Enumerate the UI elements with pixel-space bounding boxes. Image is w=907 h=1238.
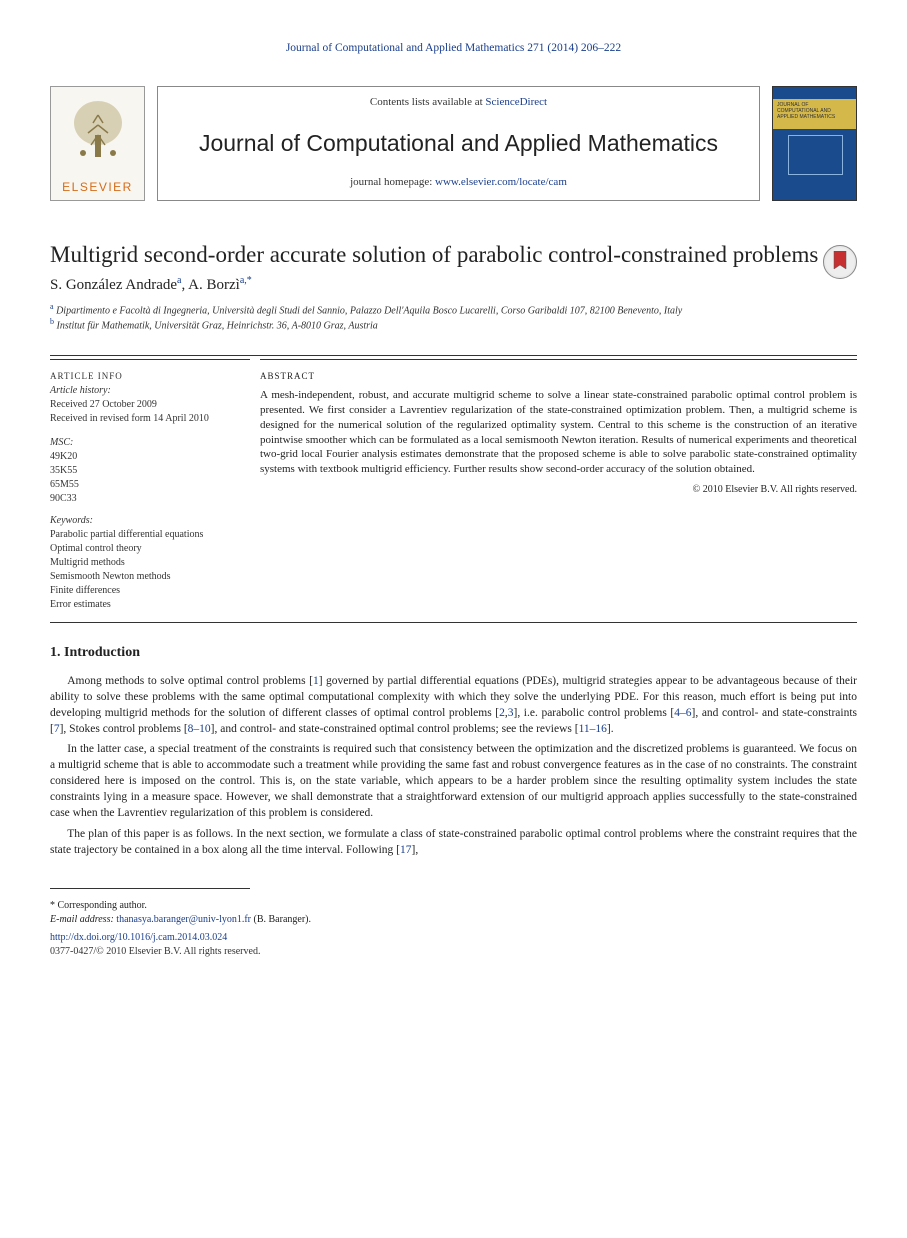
section-1-body: Among methods to solve optimal control p… — [50, 673, 857, 858]
author-2: , A. Borzì — [182, 277, 240, 293]
abstract-heading: ABSTRACT — [260, 370, 857, 383]
corresponding-author: * Corresponding author. E-mail address: … — [50, 899, 857, 927]
history-label: Article history: — [50, 384, 240, 398]
abstract-copyright: © 2010 Elsevier B.V. All rights reserved… — [260, 483, 857, 497]
abstract-text: A mesh-independent, robust, and accurate… — [260, 388, 857, 477]
journal-header-box: Contents lists available at ScienceDirec… — [157, 86, 760, 201]
contents-line: Contents lists available at ScienceDirec… — [178, 95, 739, 110]
affiliation-a: a Dipartimento e Facoltà di Ingegneria, … — [50, 302, 857, 317]
author-2-affil: a, — [240, 275, 247, 286]
msc-list: 49K20 35K55 65M55 90C33 — [50, 450, 240, 506]
section-1-heading: 1. Introduction — [50, 643, 857, 663]
doi-link[interactable]: http://dx.doi.org/10.1016/j.cam.2014.03.… — [50, 931, 857, 945]
cover-band: JOURNAL OF COMPUTATIONAL AND APPLIED MAT… — [773, 99, 856, 129]
journal-cover-thumbnail[interactable]: JOURNAL OF COMPUTATIONAL AND APPLIED MAT… — [772, 86, 857, 201]
ref-4-6[interactable]: 4–6 — [674, 707, 691, 719]
history-revised: Received in revised form 14 April 2010 — [50, 412, 240, 426]
article-title: Multigrid second-order accurate solution… — [50, 241, 857, 270]
author-line: S. González Andradea, A. Borzìa,* — [50, 274, 857, 296]
journal-name: Journal of Computational and Applied Mat… — [178, 119, 739, 167]
article-info-column: ARTICLE INFO Article history: Received 2… — [50, 359, 250, 623]
elsevier-label: ELSEVIER — [62, 179, 133, 200]
footer-copyright: 0377-0427/© 2010 Elsevier B.V. All right… — [50, 945, 857, 959]
contents-label: Contents lists available at — [370, 96, 485, 108]
corresponding-star: * — [247, 275, 252, 286]
footnote-rule — [50, 888, 250, 893]
cover-pattern — [788, 135, 843, 175]
article-info-heading: ARTICLE INFO — [50, 370, 240, 383]
header-citation: Journal of Computational and Applied Mat… — [50, 40, 857, 56]
email-link[interactable]: thanasya.baranger@univ-lyon1.fr — [116, 914, 251, 925]
homepage-line: journal homepage: www.elsevier.com/locat… — [178, 175, 739, 190]
ref-8-10[interactable]: 8–10 — [188, 723, 211, 735]
homepage-link[interactable]: www.elsevier.com/locate/cam — [435, 176, 567, 188]
elsevier-logo[interactable]: ELSEVIER — [50, 86, 145, 201]
header-banner: ELSEVIER Contents lists available at Sci… — [50, 86, 857, 201]
author-1: S. González Andrade — [50, 277, 177, 293]
sciencedirect-link[interactable]: ScienceDirect — [485, 96, 547, 108]
affiliations: a Dipartimento e Facoltà di Ingegneria, … — [50, 302, 857, 333]
history-received: Received 27 October 2009 — [50, 398, 240, 412]
abstract-column: ABSTRACT A mesh-independent, robust, and… — [260, 359, 857, 623]
keywords-heading: Keywords: — [50, 514, 240, 528]
homepage-label: journal homepage: — [350, 176, 435, 188]
msc-heading: MSC: — [50, 436, 240, 450]
elsevier-tree-icon — [63, 95, 133, 170]
ref-17[interactable]: 17 — [400, 844, 412, 856]
keywords-list: Parabolic partial differential equations… — [50, 528, 240, 612]
affiliation-b: b Institut für Mathematik, Universität G… — [50, 317, 857, 332]
ref-11-16[interactable]: 11–16 — [579, 723, 607, 735]
crossmark-icon[interactable] — [823, 245, 857, 279]
